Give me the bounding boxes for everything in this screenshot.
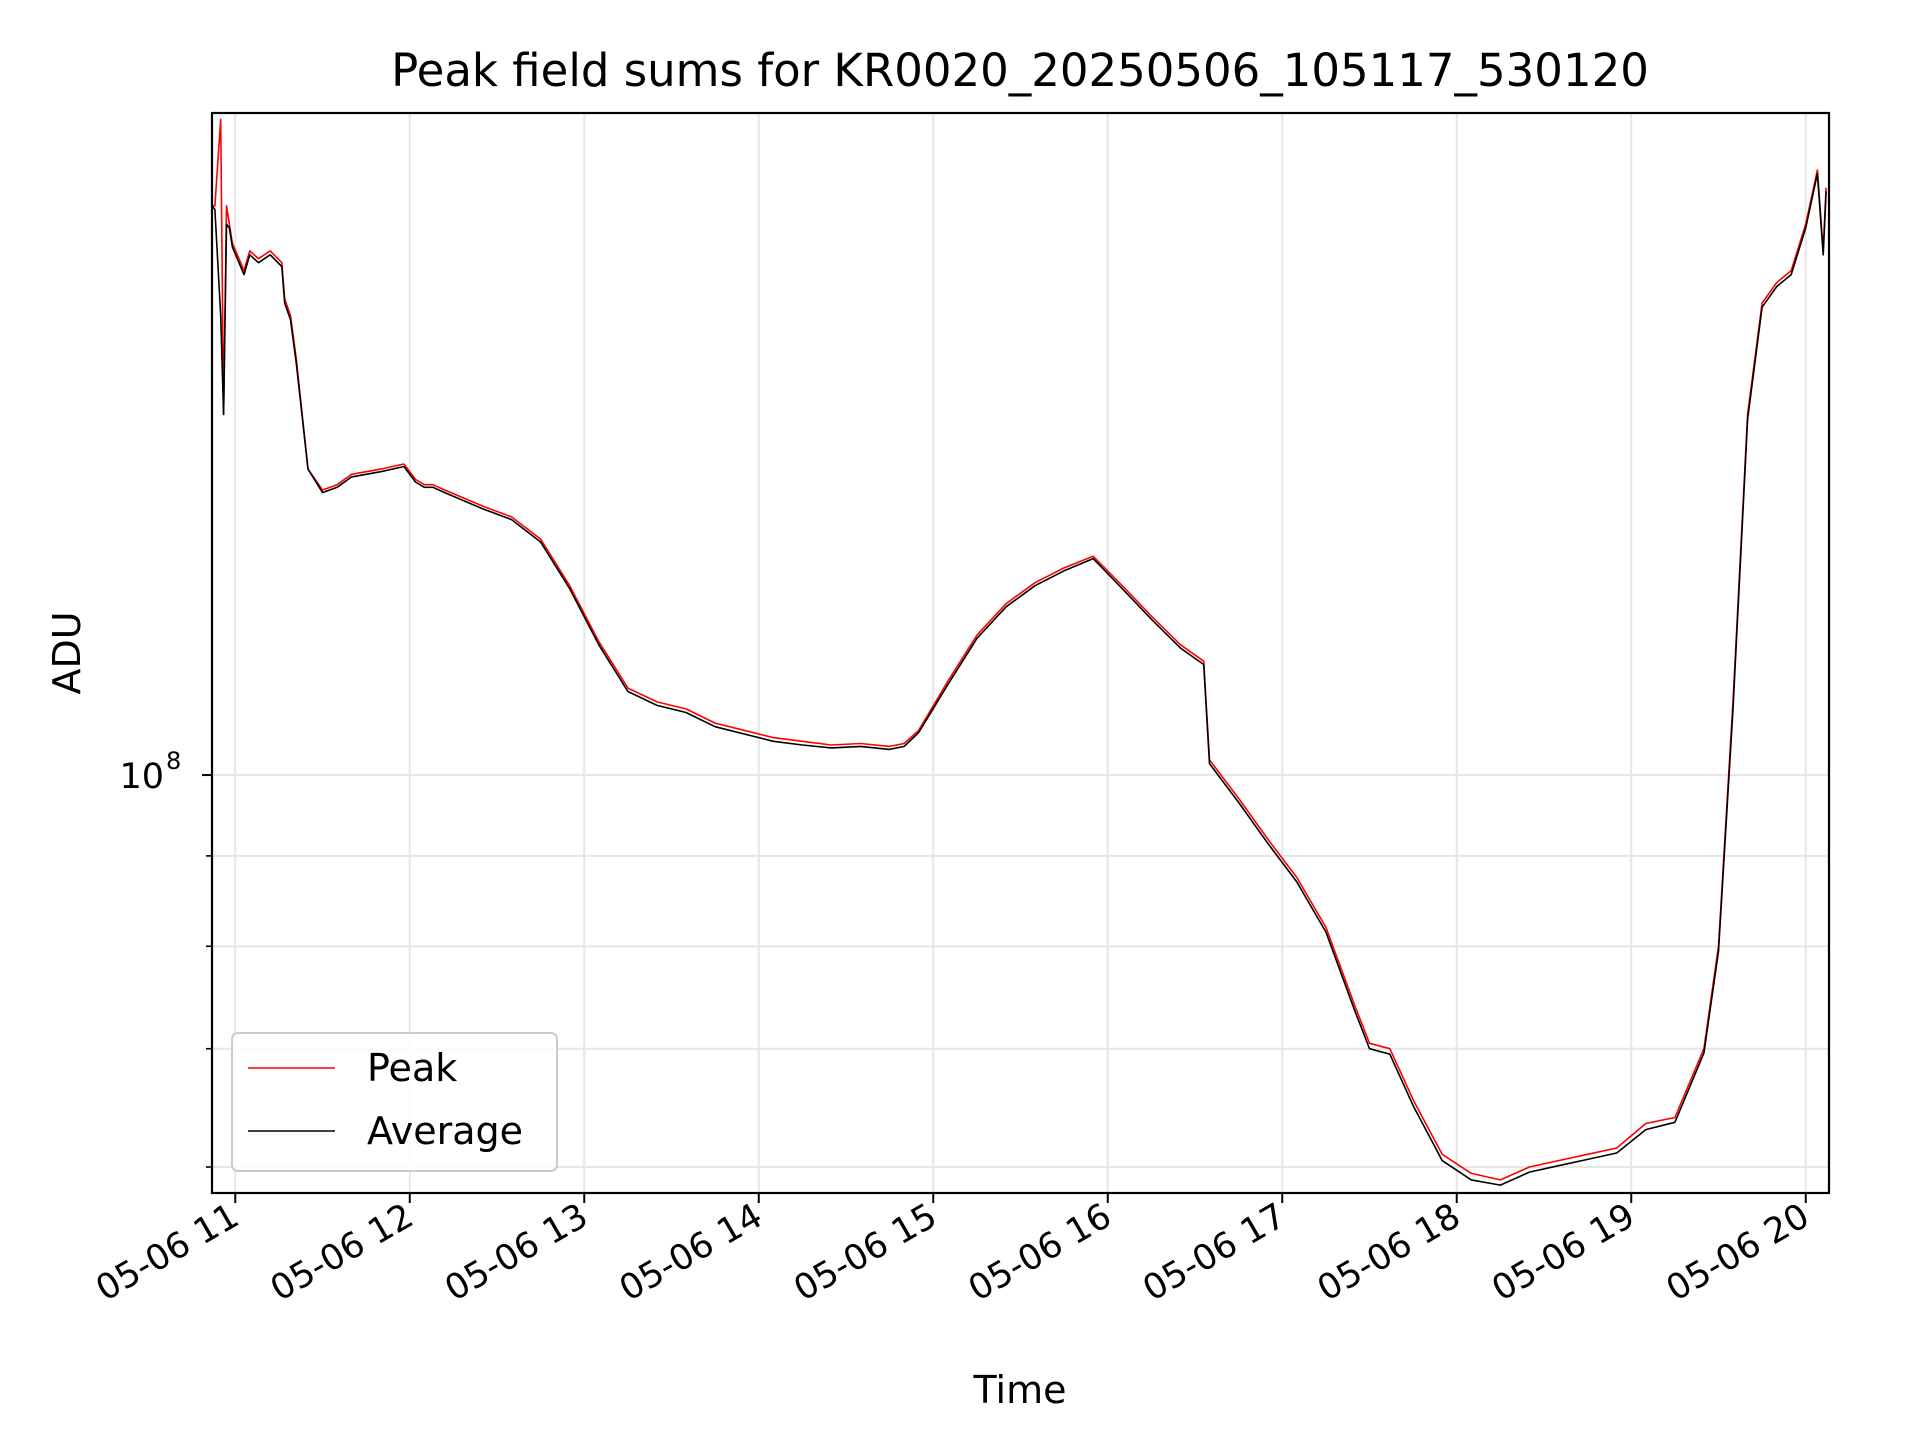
series-line-average	[211, 172, 1827, 1186]
chart-title: Peak field sums for KR0020_20250506_1051…	[391, 44, 1649, 97]
legend-label-peak: Peak	[367, 1046, 457, 1090]
x-axis-label: Time	[973, 1368, 1067, 1412]
legend-label-average: Average	[367, 1109, 523, 1153]
grid	[212, 113, 1829, 1193]
y-tick-label: 10	[119, 757, 164, 797]
y-tick-label-exponent: 8	[166, 747, 181, 775]
legend: Peak Average	[231, 1032, 558, 1172]
series-lines	[211, 118, 1827, 1186]
plot-frame	[210, 111, 1831, 1195]
y-axis-label: ADU	[45, 611, 89, 694]
